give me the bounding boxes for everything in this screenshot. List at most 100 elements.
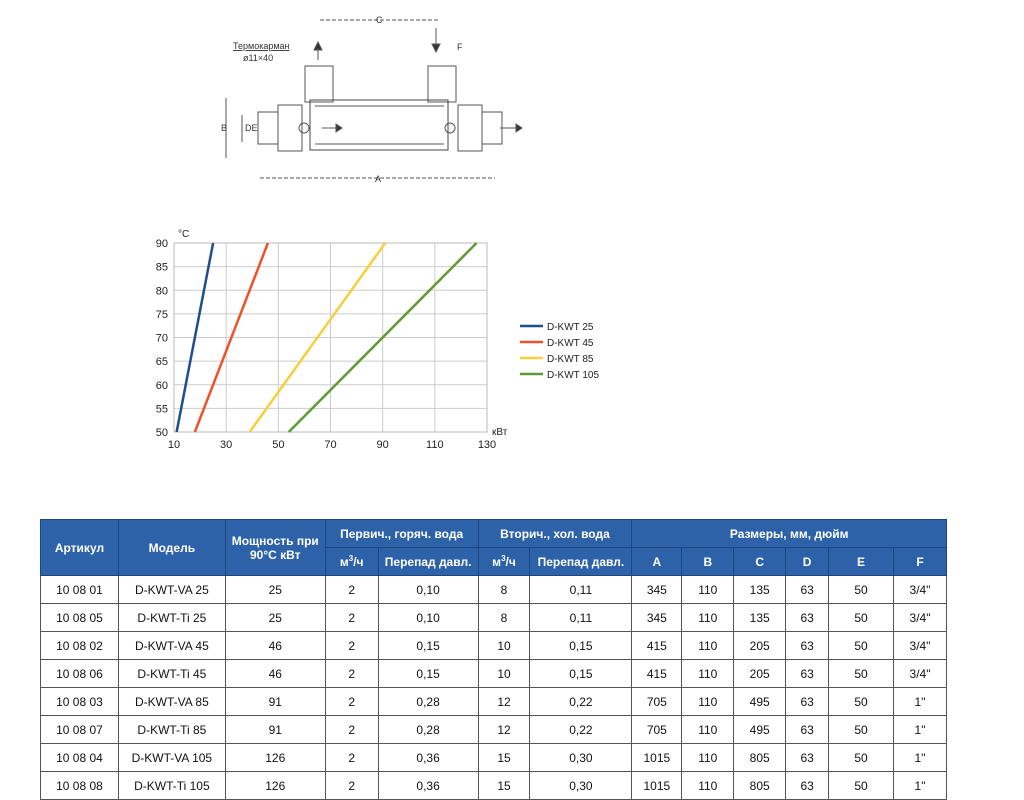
header-secondary-drop: Перепад давл.	[529, 547, 633, 576]
table-cell: 0,36	[377, 743, 479, 772]
legend-label: D-KWT 85	[547, 354, 594, 365]
table-cell: 63	[785, 575, 830, 604]
outlet-arrow-icon	[313, 40, 323, 60]
table-cell: 0,15	[377, 631, 479, 660]
series-line	[248, 242, 387, 433]
table-cell: D-KWT-VA 45	[117, 631, 226, 660]
table-cell: 10	[477, 631, 531, 660]
table-cell: 126	[224, 743, 326, 772]
table-cell: 50	[828, 659, 894, 688]
x-axis-label: кВт	[492, 427, 508, 438]
table-cell: 10 08 02	[40, 631, 119, 660]
table-cell: 46	[224, 631, 326, 660]
table-cell: 50	[828, 771, 894, 800]
table-cell: D-KWT-Ti 105	[117, 771, 226, 800]
table-cell: 63	[785, 659, 830, 688]
table-cell: 25	[224, 603, 326, 632]
table-cell: 12	[477, 687, 531, 716]
table-cell: 705	[631, 687, 683, 716]
table-cell: 110	[681, 631, 735, 660]
y-tick-label: 70	[156, 333, 168, 345]
series-line	[175, 242, 215, 433]
heat-exchanger-diagram: C Термокарман ø11×40 F B DE A	[221, 15, 523, 184]
table-row: 10 08 07 D-KWT-Ti 85 91 2 0,28 12 0,22 705 110 49…	[40, 715, 948, 744]
flow-arrow-icon	[322, 123, 343, 133]
flow-arrow-icon	[500, 123, 523, 133]
y-tick-label: 80	[156, 285, 168, 297]
table-cell: 50	[828, 715, 894, 744]
table-cell: 110	[681, 715, 735, 744]
table-cell: 110	[681, 771, 735, 800]
table-cell: 91	[224, 715, 326, 744]
dim-label-b: B	[221, 123, 227, 133]
x-tick-label: 30	[220, 439, 232, 451]
header-a: A	[631, 547, 683, 576]
y-tick-label: 85	[156, 262, 168, 274]
table-cell: 2	[324, 743, 379, 772]
table-cell: 2	[324, 687, 379, 716]
table-row: 10 08 01 D-KWT-VA 25 25 2 0,10 8 0,11 345 110 135…	[40, 575, 948, 604]
table-cell: 2	[324, 603, 379, 632]
y-tick-label: 75	[156, 309, 168, 321]
table-cell: 805	[733, 743, 787, 772]
table-cell: 50	[828, 743, 894, 772]
table-cell: 1"	[892, 743, 948, 772]
header-f: F	[892, 547, 948, 576]
table-cell: 2	[324, 575, 379, 604]
header-primary: Первич., горяч. вода	[324, 519, 479, 548]
table-cell: 415	[631, 659, 683, 688]
table-cell: 8	[477, 603, 531, 632]
table-cell: D-KWT-Ti 45	[117, 659, 226, 688]
table-cell: 495	[733, 687, 787, 716]
table-cell: 495	[733, 715, 787, 744]
table-cell: 1015	[631, 743, 683, 772]
y-tick-label: 50	[156, 427, 168, 439]
table-cell: 50	[828, 575, 894, 604]
table-cell: 46	[224, 659, 326, 688]
table-cell: 3/4"	[892, 575, 948, 604]
table-cell: 0,28	[377, 715, 479, 744]
table-cell: 110	[681, 603, 735, 632]
dim-label-a: A	[375, 174, 381, 184]
header-primary-flow: м3/ч	[324, 547, 379, 576]
temperature-power-chart: 10 30 50 70 90 110 130 50 55 60 65 70 75 80 85 90 D-KWT …	[156, 229, 600, 451]
specifications-table: Артикул Модель Мощность при 90°C кВт Пер…	[40, 519, 948, 800]
table-cell: 10	[477, 659, 531, 688]
table-row: 10 08 03 D-KWT-VA 85 91 2 0,28 12 0,22 705 110 49…	[40, 687, 948, 716]
x-tick-label: 110	[426, 439, 444, 451]
table-cell: 345	[631, 575, 683, 604]
table-row: 10 08 04 D-KWT-VA 105 126 2 0,36 15 0,30 1015 11…	[40, 743, 948, 772]
flow-unit: м	[339, 555, 349, 569]
table-cell: D-KWT-VA 105	[117, 743, 226, 772]
table-cell: 110	[681, 575, 735, 604]
table-cell: 415	[631, 631, 683, 660]
table-cell: D-KWT-Ti 25	[117, 603, 226, 632]
table-row: 10 08 08 D-KWT-Ti 105 126 2 0,36 15 0,30 1015 11…	[40, 771, 948, 800]
table-cell: 135	[733, 575, 787, 604]
header-secondary-flow: м3/ч	[477, 547, 531, 576]
table-cell: 2	[324, 659, 379, 688]
table-cell: 110	[681, 743, 735, 772]
x-tick-label: 10	[168, 439, 180, 451]
legend-label: D-KWT 25	[547, 322, 594, 333]
series-line	[193, 242, 270, 433]
table-cell: 1015	[631, 771, 683, 800]
thermowell-size: ø11×40	[243, 53, 273, 63]
table-cell: 2	[324, 631, 379, 660]
table-cell: 110	[681, 687, 735, 716]
y-tick-label: 55	[156, 403, 168, 415]
table-cell: 0,22	[529, 715, 633, 744]
header-power: Мощность при 90°C кВт	[224, 519, 326, 576]
table-cell: 3/4"	[892, 603, 948, 632]
table-cell: D-KWT-VA 85	[117, 687, 226, 716]
table-cell: 0,15	[377, 659, 479, 688]
flow-sup: 3	[348, 554, 354, 563]
y-tick-label: 90	[156, 238, 168, 250]
x-tick-label: 90	[377, 439, 389, 451]
table-cell: 10 08 07	[40, 715, 119, 744]
table-cell: 0,36	[377, 771, 479, 800]
table-cell: 135	[733, 603, 787, 632]
inlet-arrow-icon	[431, 28, 441, 54]
table-cell: 10 08 08	[40, 771, 119, 800]
table-cell: 0,15	[529, 659, 633, 688]
